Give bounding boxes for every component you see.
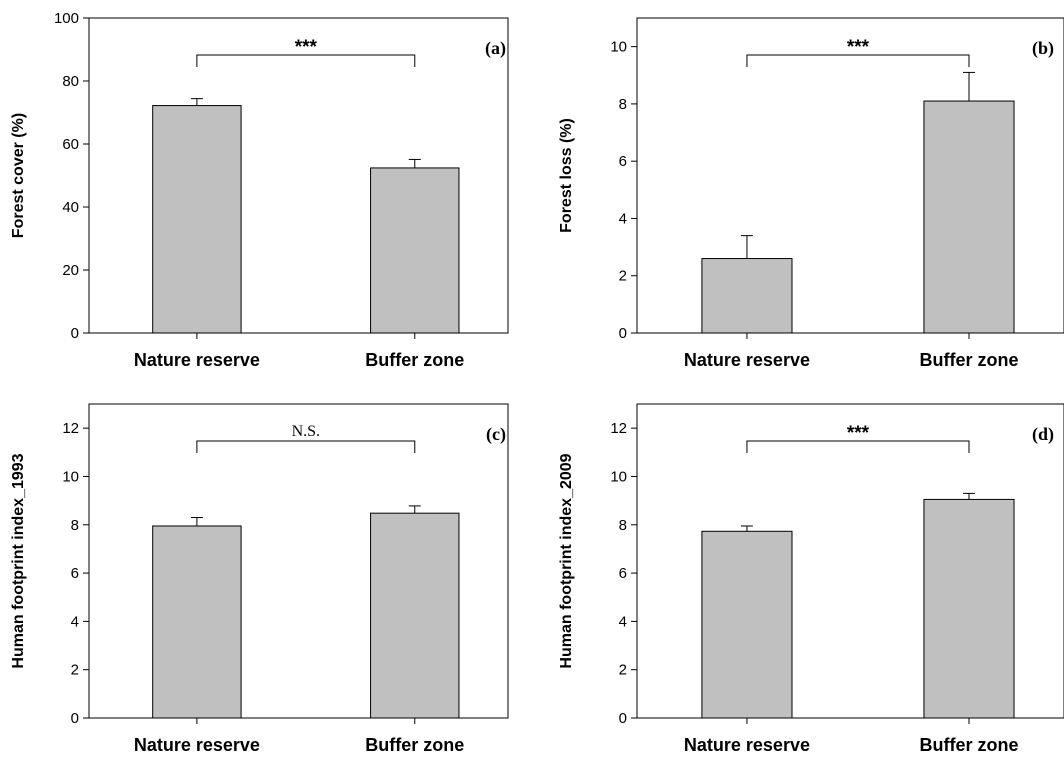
- significance-label: N.S.: [292, 423, 320, 440]
- y-tick-label: 12: [610, 420, 627, 437]
- panel-c: 0 2 4 6 8 10 12 Human footprint index_1993 Natur…: [10, 403, 509, 755]
- y-tick-label: 8: [619, 517, 627, 534]
- y-tick-label: 2: [619, 268, 627, 285]
- y-tick-label: 40: [62, 199, 79, 216]
- y-tick-label: 6: [619, 565, 627, 582]
- bar: [923, 498, 1015, 719]
- significance-bracket: [746, 440, 970, 453]
- significance-label: ***: [847, 37, 870, 58]
- y-tick-label: 60: [62, 136, 79, 153]
- panel-d: 0 2 4 6 8 10 12 Human footprint index_2009 Natur…: [558, 403, 1064, 755]
- panel-label: (a): [485, 38, 506, 59]
- y-tick-label: 10: [610, 468, 627, 485]
- y-tick-label: 0: [71, 325, 79, 342]
- y-tick-label: 10: [610, 39, 627, 56]
- plot-frame: [88, 17, 509, 334]
- significance-label: ***: [847, 423, 870, 444]
- panel-label: (c): [486, 424, 506, 445]
- panel-label: (b): [1032, 38, 1054, 59]
- y-tick-label: 80: [62, 73, 79, 90]
- y-tick-label: 20: [62, 262, 79, 279]
- bar: [152, 105, 242, 334]
- y-tick-label: 6: [619, 153, 627, 170]
- significance-label: ***: [295, 37, 318, 58]
- y-tick-label: 10: [62, 468, 79, 485]
- y-tick-label: 12: [62, 420, 79, 437]
- y-tick-label: 4: [619, 210, 627, 227]
- x-category-label: Nature reserve: [684, 735, 810, 755]
- y-tick-label: 100: [54, 10, 79, 27]
- y-tick-label: 6: [71, 565, 79, 582]
- y-axis-title: Forest loss (%): [558, 118, 575, 233]
- y-axis-title: Human footprint index_2009: [558, 453, 575, 668]
- y-axis-title: Human footprint index_1993: [10, 453, 27, 668]
- significance-bracket: [196, 54, 416, 67]
- x-category-label: Buffer zone: [365, 350, 464, 370]
- y-tick-label: 4: [619, 613, 627, 630]
- y-tick-label: 0: [71, 710, 79, 727]
- x-category-label: Nature reserve: [134, 735, 260, 755]
- plot-frame: [636, 17, 1064, 334]
- y-tick-label: 8: [71, 517, 79, 534]
- y-tick-label: 8: [619, 96, 627, 113]
- panel-b: 0 2 4 6 8 10 Forest loss (%) Nature reserve Buff…: [558, 17, 1064, 370]
- panel-a: 0 20 40 60 80 100 Forest cover (%) Nature reser…: [10, 10, 509, 370]
- significance-bracket: [746, 54, 970, 67]
- bar: [701, 530, 793, 719]
- plot-frame: [88, 403, 509, 719]
- y-tick-label: 2: [71, 662, 79, 679]
- bar: [701, 258, 793, 334]
- x-category-label: Nature reserve: [134, 350, 260, 370]
- bar: [152, 525, 242, 719]
- x-category-label: Buffer zone: [919, 350, 1018, 370]
- significance-bracket: [196, 440, 416, 453]
- bar: [370, 512, 460, 719]
- x-category-label: Nature reserve: [684, 350, 810, 370]
- panel-label: (d): [1032, 424, 1054, 445]
- y-axis-title: Forest cover (%): [10, 113, 27, 238]
- plot-frame: [636, 403, 1064, 719]
- y-tick-label: 4: [71, 613, 79, 630]
- x-category-label: Buffer zone: [919, 735, 1018, 755]
- y-tick-label: 0: [619, 710, 627, 727]
- y-tick-label: 0: [619, 325, 627, 342]
- y-tick-label: 2: [619, 662, 627, 679]
- x-category-label: Buffer zone: [365, 735, 464, 755]
- bar: [923, 100, 1015, 334]
- bar: [370, 167, 460, 334]
